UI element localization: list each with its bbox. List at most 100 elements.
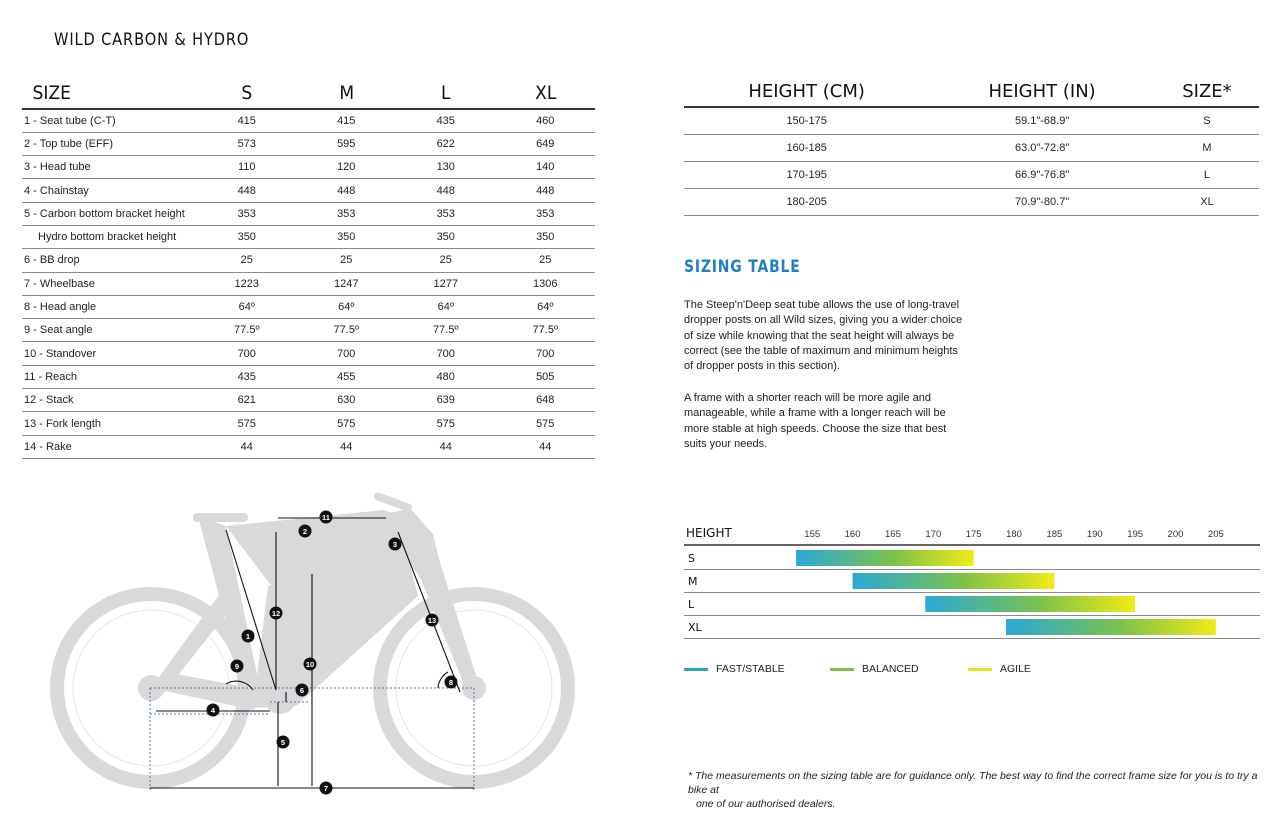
cell-value: 353 bbox=[296, 202, 396, 226]
height-header-in: HEIGHT (IN) bbox=[929, 76, 1155, 108]
cell-value: 63.0"-72.8" bbox=[929, 134, 1155, 162]
legend-label: AGILE bbox=[1000, 663, 1031, 675]
cell-value: 160-185 bbox=[684, 134, 930, 162]
dimension-marker: 9 bbox=[230, 659, 244, 673]
cell-value: 353 bbox=[396, 202, 496, 226]
height-size-chart: HEIGHT 155 160 165 170 175 180 185 190 195 200 205… bbox=[684, 526, 1260, 639]
table-row: 2 - Top tube (EFF) 573 595 622 649 bbox=[22, 132, 595, 157]
row-label: 6 - BB drop bbox=[22, 248, 197, 273]
cell-value: 435 bbox=[396, 109, 496, 133]
geometry-header-row: SIZE S M L XL bbox=[22, 78, 595, 110]
row-label: 4 - Chainstay bbox=[22, 178, 197, 203]
cell-value: 1277 bbox=[396, 272, 496, 296]
row-label: 5 - Carbon bottom bracket height bbox=[22, 202, 197, 226]
cell-value: 350 bbox=[197, 225, 297, 250]
table-row: 6 - BB drop 25 25 25 25 bbox=[22, 248, 595, 273]
cell-value: 505 bbox=[495, 365, 595, 390]
row-label: 7 - Wheelbase bbox=[22, 272, 197, 296]
dimension-marker-label: 7 bbox=[324, 784, 328, 793]
cell-value: 353 bbox=[495, 202, 595, 226]
table-row: 4 - Chainstay 448 448 448 448 bbox=[22, 178, 595, 203]
height-header-size: SIZE* bbox=[1154, 76, 1259, 108]
chart-row-label: S bbox=[688, 552, 695, 565]
cell-value: 575 bbox=[296, 411, 396, 436]
cell-value: 700 bbox=[197, 341, 297, 366]
chart-legend: FAST/STABLE BALANCED AGILE bbox=[684, 662, 1084, 678]
cell-value: 44 bbox=[296, 435, 396, 459]
cell-value: 44 bbox=[197, 435, 297, 459]
cell-value: 66.9"-76.8" bbox=[929, 161, 1155, 189]
chart-tick-label: 175 bbox=[966, 529, 982, 540]
cell-value: 630 bbox=[296, 388, 396, 413]
table-row: 1 - Seat tube (C-T) 415 415 435 460 bbox=[22, 109, 595, 133]
cell-value: 70.9"-80.7" bbox=[929, 188, 1155, 216]
table-row: 10 - Standover 700 700 700 700 bbox=[22, 341, 595, 366]
cell-value: 621 bbox=[197, 388, 297, 413]
legend-swatch bbox=[968, 668, 992, 671]
chart-bar-xl bbox=[1005, 619, 1216, 635]
chart-bar-l bbox=[925, 596, 1136, 612]
cell-value: 64º bbox=[197, 295, 297, 320]
dimension-marker: 11 bbox=[319, 510, 333, 524]
dimension-marker: 2 bbox=[298, 524, 312, 538]
chart-tick-label: 200 bbox=[1168, 529, 1184, 540]
table-row: 180-205 70.9"-80.7" XL bbox=[684, 188, 1259, 216]
cell-value: 130 bbox=[396, 155, 496, 180]
cell-value: 649 bbox=[495, 132, 595, 157]
legend-label: BALANCED bbox=[862, 663, 919, 675]
cell-value: 110 bbox=[197, 155, 297, 180]
footnote-line-1: * The measurements on the sizing table a… bbox=[688, 770, 1258, 796]
cell-value: 573 bbox=[197, 132, 297, 157]
cell-value: 575 bbox=[197, 411, 297, 436]
dimension-marker-label: 11 bbox=[322, 513, 330, 522]
cell-value: 435 bbox=[197, 365, 297, 390]
cell-value: 575 bbox=[396, 411, 496, 436]
cell-value: 648 bbox=[495, 388, 595, 413]
table-row: 170-195 66.9"-76.8" L bbox=[684, 161, 1259, 189]
row-label: 8 - Head angle bbox=[22, 295, 197, 320]
dimension-marker: 4 bbox=[206, 703, 220, 717]
chart-tick-label: 185 bbox=[1046, 529, 1062, 540]
cell-value: 700 bbox=[396, 341, 496, 366]
dimension-marker-label: 8 bbox=[449, 678, 453, 687]
table-row: 5 - Carbon bottom bracket height 353 353 35… bbox=[22, 202, 595, 226]
cell-value: 170-195 bbox=[684, 161, 930, 189]
footnote-line-2: one of our authorised dealers. bbox=[696, 798, 836, 810]
dimension-marker-label: 3 bbox=[393, 540, 397, 549]
geometry-header-l: L bbox=[400, 78, 491, 110]
table-row: 12 - Stack 621 630 639 648 bbox=[22, 388, 595, 413]
row-label: 3 - Head tube bbox=[22, 155, 197, 180]
table-row: 14 - Rake 44 44 44 44 bbox=[22, 435, 595, 459]
height-header-cm: HEIGHT (CM) bbox=[684, 76, 930, 108]
cell-value: 44 bbox=[396, 435, 496, 459]
cell-value: 25 bbox=[495, 248, 595, 273]
cell-value: 350 bbox=[396, 225, 496, 250]
chart-bar-m bbox=[852, 573, 1055, 589]
cell-value: 700 bbox=[495, 341, 595, 366]
row-label: 11 - Reach bbox=[22, 365, 197, 390]
dimension-marker: 7 bbox=[319, 781, 333, 795]
table-row: 160-185 63.0"-72.8" M bbox=[684, 134, 1259, 162]
row-label: 10 - Standover bbox=[22, 341, 197, 366]
cell-value: 700 bbox=[296, 341, 396, 366]
chart-tick-label: 165 bbox=[885, 529, 901, 540]
dimension-marker-label: 1 bbox=[246, 632, 250, 641]
cell-value: 595 bbox=[296, 132, 396, 157]
cell-value: 448 bbox=[197, 178, 297, 203]
table-row: 8 - Head angle 64º 64º 64º 64º bbox=[22, 295, 595, 320]
dimension-marker-label: 6 bbox=[300, 686, 304, 695]
row-label: 2 - Top tube (EFF) bbox=[22, 132, 197, 157]
geometry-table: SIZE S M L XL 1 - Seat tube (C-T) 415 415 4… bbox=[22, 78, 595, 459]
cell-value: 64º bbox=[495, 295, 595, 320]
chart-tick-label: 170 bbox=[925, 529, 941, 540]
table-row: 3 - Head tube 110 120 130 140 bbox=[22, 155, 595, 180]
dimension-marker: 3 bbox=[388, 537, 402, 551]
cell-value: 448 bbox=[396, 178, 496, 203]
chart-bar-s bbox=[796, 550, 974, 566]
cell-value: 59.1"-68.9" bbox=[929, 107, 1155, 135]
footnote: * The measurements on the sizing table a… bbox=[688, 769, 1268, 811]
geometry-header-m: M bbox=[301, 78, 392, 110]
cell-value: XL bbox=[1154, 188, 1259, 216]
chart-tick-label: 205 bbox=[1208, 529, 1224, 540]
chart-tick-label: 190 bbox=[1087, 529, 1103, 540]
